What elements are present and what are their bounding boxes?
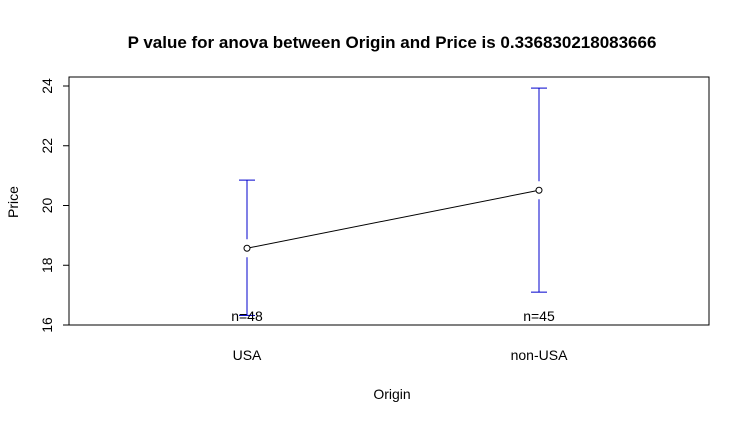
chart-title: P value for anova between Origin and Pri… (128, 33, 657, 52)
x-tick-label: non-USA (511, 347, 568, 363)
count-label: n=48 (231, 308, 263, 324)
count-label: n=45 (523, 308, 555, 324)
y-tick-label: 22 (39, 138, 55, 154)
y-tick-label: 18 (39, 257, 55, 273)
y-axis: 16 18 20 22 24 (39, 78, 70, 333)
y-tick-label: 16 (39, 317, 55, 333)
y-tick-label: 20 (39, 198, 55, 214)
series-line (246, 189, 540, 249)
x-axis: USA non-USA (233, 347, 568, 363)
x-axis-label: Origin (373, 386, 410, 402)
chart-marks: n=48 n=45 (231, 87, 555, 324)
plot-frame (68, 76, 710, 326)
x-tick-label: USA (233, 347, 262, 363)
data-point (243, 244, 251, 252)
y-tick-label: 24 (39, 78, 55, 94)
y-axis-label: Price (5, 186, 21, 218)
data-point (535, 186, 543, 194)
